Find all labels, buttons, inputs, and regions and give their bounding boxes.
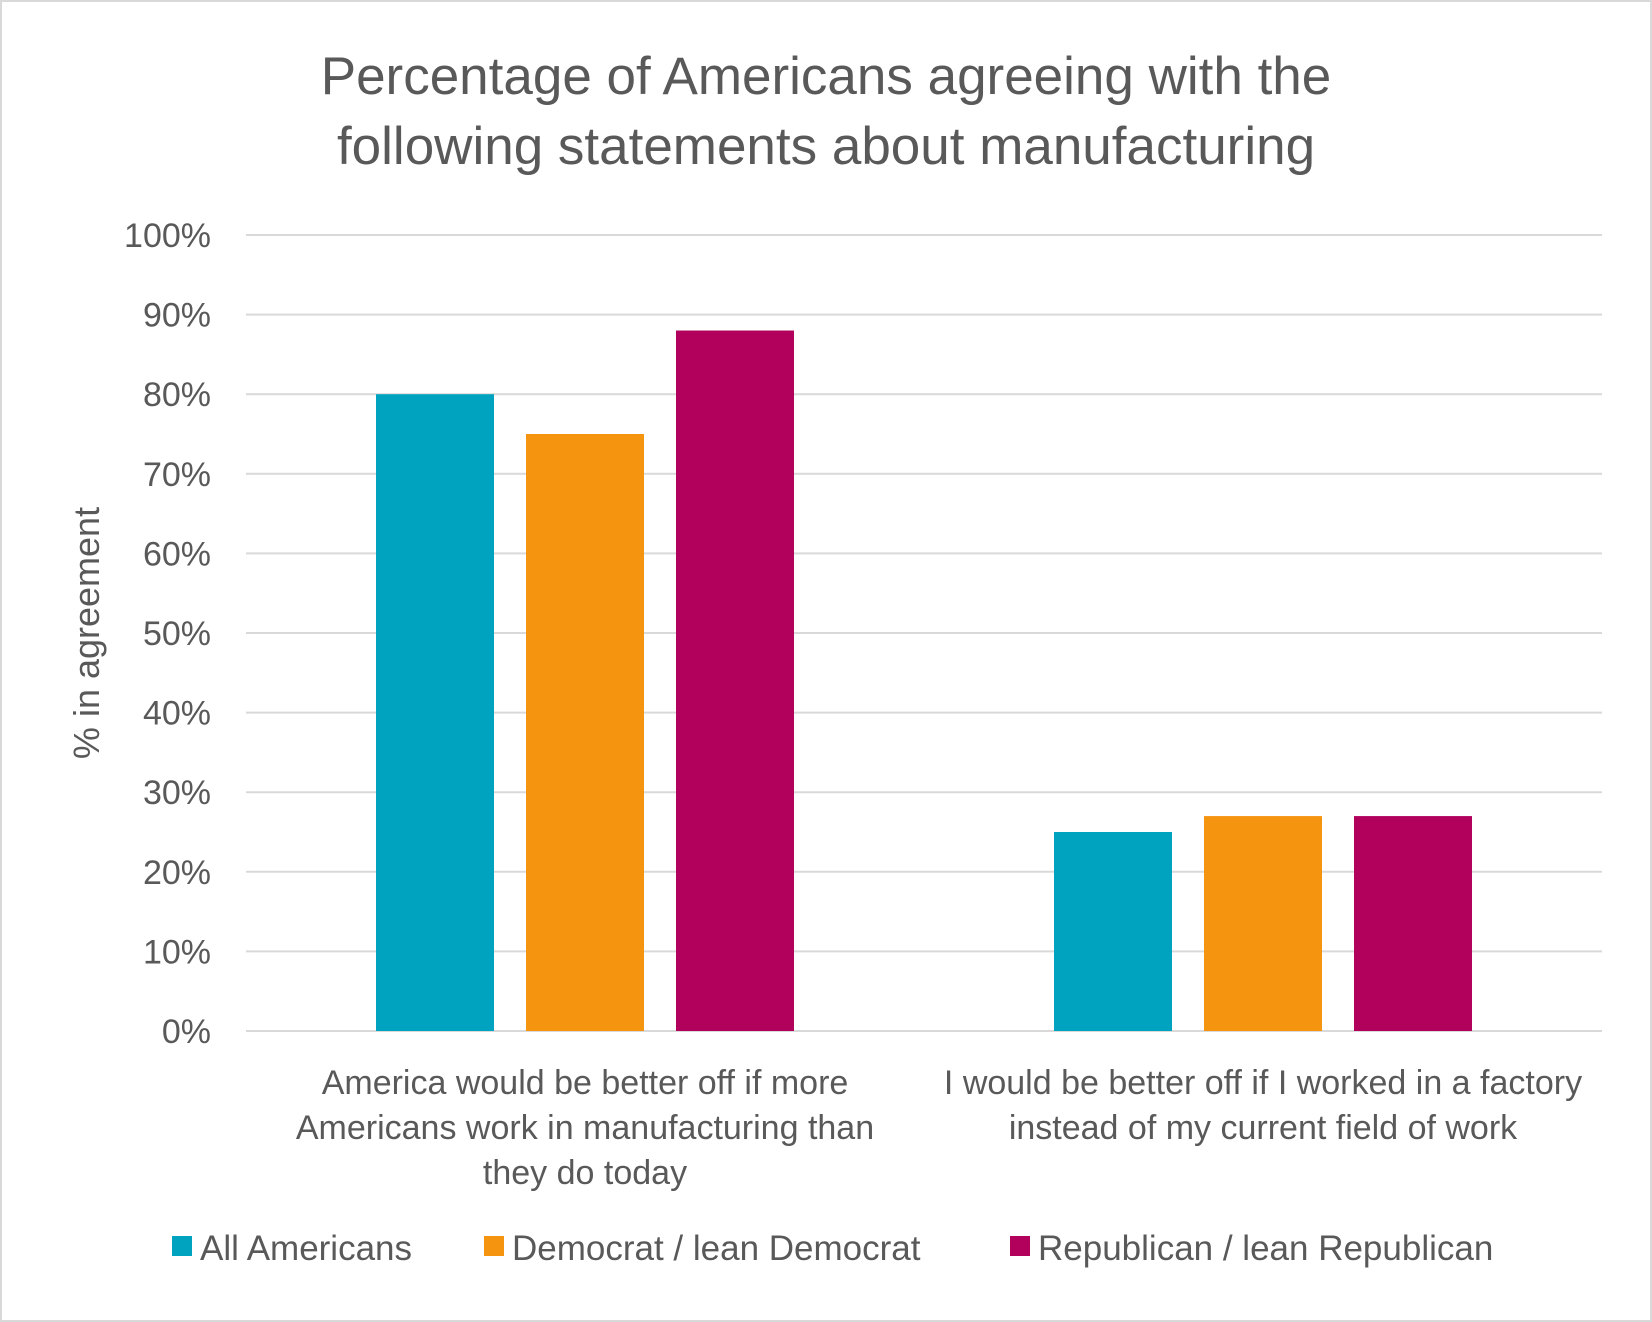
bar — [526, 434, 644, 1031]
y-tick-label: 10% — [143, 933, 211, 971]
bar — [1054, 832, 1172, 1031]
legend-label: Republican / lean Republican — [1038, 1229, 1493, 1268]
category-labels: America would be better off if more Ameri… — [296, 1064, 1582, 1192]
y-tick-label: 100% — [124, 217, 211, 255]
y-tick-label: 80% — [143, 376, 211, 414]
y-tick-label: 50% — [143, 615, 211, 653]
y-axis-title: % in agreement — [66, 507, 107, 759]
category-label: they do today — [483, 1154, 687, 1192]
category-label: America would be better off if more — [322, 1064, 849, 1102]
y-tick-label: 60% — [143, 535, 211, 573]
legend-swatch — [172, 1236, 192, 1256]
bar — [1354, 816, 1472, 1031]
category-label: I would be better off if I worked in a f… — [944, 1064, 1582, 1102]
y-tick-label: 30% — [143, 774, 211, 812]
category-label: Americans work in manufacturing than — [296, 1109, 874, 1147]
bars — [376, 330, 1472, 1031]
y-tick-label: 70% — [143, 456, 211, 494]
legend-label: Democrat / lean Democrat — [512, 1229, 921, 1268]
legend-swatch — [484, 1236, 504, 1256]
bar — [676, 330, 794, 1031]
bar — [376, 394, 494, 1031]
chart-title-line-2: following statements about manufacturing — [336, 117, 1316, 176]
y-tick-label: 90% — [143, 297, 211, 335]
bar — [1204, 816, 1322, 1031]
y-tick-label: 40% — [143, 695, 211, 733]
legend: All Americans Democrat / lean Democrat Rep… — [172, 1229, 1493, 1268]
chart-title: Percentage of Americans agreeing with th… — [2, 42, 1650, 182]
legend-label: All Americans — [200, 1229, 412, 1268]
y-tick-label: 0% — [162, 1013, 211, 1051]
y-tick-label: 20% — [143, 854, 211, 892]
chart-title-line-1: Percentage of Americans agreeing with th… — [320, 47, 1332, 106]
category-label: instead of my current field of work — [1009, 1109, 1518, 1147]
y-axis-ticks: 0% 10% 20% 30% 40% 50% 60% 70% 80% 90% 100% — [124, 217, 211, 1051]
legend-swatch — [1010, 1236, 1030, 1256]
